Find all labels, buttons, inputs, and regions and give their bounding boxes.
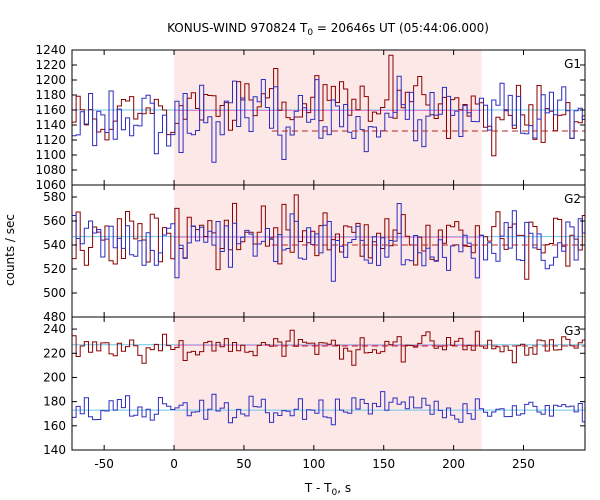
y-tick-label: 1160 <box>35 103 66 117</box>
chart-title: KONUS-WIND 970824 T0 = 20646s UT (05:44:… <box>167 21 489 38</box>
y-tick-label: 1060 <box>35 178 66 192</box>
x-axis-label-subscript: 0 <box>332 488 338 498</box>
x-tick-label: 250 <box>512 457 535 471</box>
y-tick-label: 1140 <box>35 118 66 132</box>
panel-series-group <box>72 54 585 163</box>
y-tick-label: 160 <box>43 419 66 433</box>
panel-series-group <box>72 194 585 282</box>
y-tick-label: 1180 <box>35 88 66 102</box>
x-tick-label: 100 <box>302 457 325 471</box>
x-axis-label-prefix: T - T <box>304 481 332 495</box>
y-tick-label: 520 <box>43 262 66 276</box>
y-tick-label: 140 <box>43 443 66 457</box>
series-red-series-line <box>72 194 585 280</box>
x-tick-label: 50 <box>236 457 251 471</box>
y-tick-label: 1240 <box>35 43 66 57</box>
y-tick-label: 580 <box>43 190 66 204</box>
panel-frame <box>71 316 586 451</box>
y-tick-label: 1200 <box>35 73 66 87</box>
count-rate-series <box>72 54 585 426</box>
x-axis-label: T - T0, s <box>304 481 351 498</box>
panel-label: G1 <box>564 57 581 71</box>
y-tick-label: 480 <box>43 310 66 324</box>
y-axis-label: counts / sec <box>3 214 17 286</box>
x-axis-label-suffix: , s <box>337 481 351 495</box>
y-tick-label: 540 <box>43 238 66 252</box>
y-tick-label: 560 <box>43 214 66 228</box>
chart-title-prefix: KONUS-WIND 970824 T <box>167 21 308 35</box>
series-blue-series-line <box>72 203 585 282</box>
x-tick-label: -50 <box>94 457 114 471</box>
y-tick-label: 1220 <box>35 58 66 72</box>
y-tick-label: 220 <box>43 346 66 360</box>
x-tick-label: 200 <box>442 457 465 471</box>
y-tick-label: 1120 <box>35 133 66 147</box>
chart-title-suffix: = 20646s UT (05:44:06.000) <box>313 21 489 35</box>
chart-title-subscript: 0 <box>307 28 313 38</box>
y-tick-label: 240 <box>43 322 66 336</box>
y-tick-label: 200 <box>43 370 66 384</box>
panel-label: G3 <box>564 324 581 338</box>
burst-interval-band <box>174 50 482 185</box>
panel-frames: 1060108011001120114011601180120012201240… <box>35 43 586 471</box>
series-red-series-line <box>72 329 585 366</box>
panel-series-group <box>72 329 585 426</box>
series-blue-series-line <box>72 75 585 163</box>
series-blue-series-line <box>72 391 585 426</box>
y-tick-label: 1100 <box>35 148 66 162</box>
y-tick-label: 180 <box>43 395 66 409</box>
y-tick-label: 1080 <box>35 163 66 177</box>
y-tick-label: 500 <box>43 286 66 300</box>
panel-label: G2 <box>564 192 581 206</box>
x-tick-label: 150 <box>372 457 395 471</box>
x-tick-label: 0 <box>170 457 178 471</box>
burst-interval-band <box>174 317 482 450</box>
